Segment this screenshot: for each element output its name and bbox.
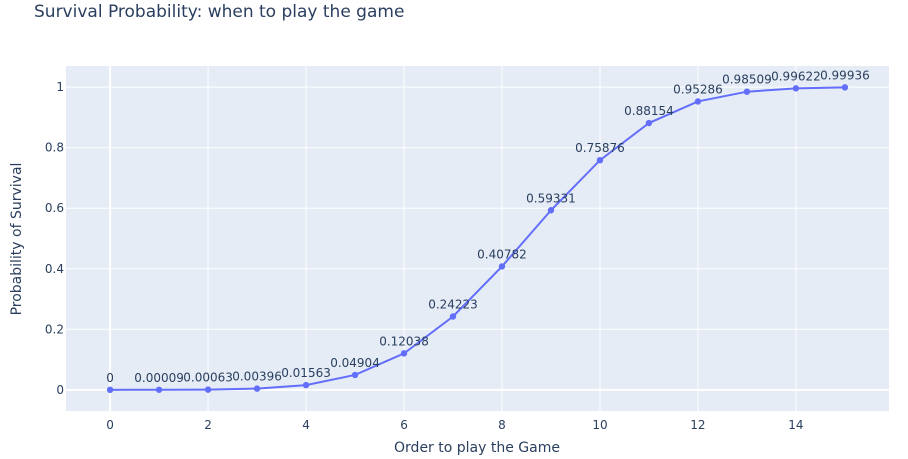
data-label: 0.59331 xyxy=(526,191,576,205)
y-gridlines xyxy=(66,86,889,391)
survival-line xyxy=(110,86,845,391)
data-label: 0 xyxy=(106,371,114,385)
x-tick-label: 14 xyxy=(788,418,803,432)
x-tick-label: 8 xyxy=(498,418,506,432)
data-point xyxy=(498,263,506,270)
plot-area xyxy=(66,66,889,411)
data-point xyxy=(253,385,261,392)
x-tick-label: 6 xyxy=(400,418,408,432)
data-point xyxy=(302,381,310,389)
x-gridlines xyxy=(109,66,797,411)
data-point xyxy=(155,386,163,393)
data-label: 0.00063 xyxy=(183,371,233,385)
y-tick-label: 0.8 xyxy=(45,141,64,155)
x-tick-label: 12 xyxy=(690,418,705,432)
data-point xyxy=(106,386,114,394)
data-label: 0.24223 xyxy=(428,298,478,312)
data-label: 0.95286 xyxy=(673,82,723,96)
data-point xyxy=(596,156,604,164)
data-label: 0.98509 xyxy=(722,73,772,87)
x-tick-label: 4 xyxy=(302,418,310,432)
y-tick-label: 0.2 xyxy=(45,322,64,336)
y-axis-title: Probability of Survival xyxy=(9,163,25,316)
data-points xyxy=(106,84,849,394)
data-label: 0.40782 xyxy=(477,247,527,261)
x-axis-title: Order to play the Game xyxy=(394,440,560,456)
data-point xyxy=(841,84,849,91)
data-label: 0.88154 xyxy=(624,104,674,118)
data-label: 0.00396 xyxy=(232,370,282,384)
data-point xyxy=(694,98,702,105)
data-point xyxy=(645,119,653,127)
y-tick-label: 0 xyxy=(56,383,64,397)
chart-title: Survival Probability: when to play the g… xyxy=(34,2,404,22)
data-point xyxy=(400,350,408,357)
data-label: 0.00009 xyxy=(134,371,184,385)
data-point xyxy=(792,85,800,92)
data-point xyxy=(204,386,212,393)
data-label: 0.12038 xyxy=(379,334,429,348)
x-tick-label: 10 xyxy=(592,418,607,432)
x-tick-label: 2 xyxy=(204,418,212,432)
y-tick-label: 0.4 xyxy=(45,262,64,276)
data-point xyxy=(449,313,457,320)
data-label: 0.99936 xyxy=(820,68,870,82)
data-point xyxy=(743,88,751,95)
data-label: 0.99622 xyxy=(771,69,821,83)
data-label: 0.75876 xyxy=(575,141,625,155)
data-point xyxy=(351,371,359,379)
y-tick-labels: 0 0.2 0.4 0.6 0.8 1 xyxy=(45,80,64,397)
x-tick-labels: 0 2 4 6 8 10 12 14 xyxy=(106,418,803,432)
y-tick-label: 1 xyxy=(56,80,64,94)
data-label: 0.01563 xyxy=(281,366,331,380)
y-tick-label: 0.6 xyxy=(45,201,64,215)
data-point xyxy=(547,207,555,214)
data-label: 0.04904 xyxy=(330,356,380,370)
x-tick-label: 0 xyxy=(106,418,114,432)
